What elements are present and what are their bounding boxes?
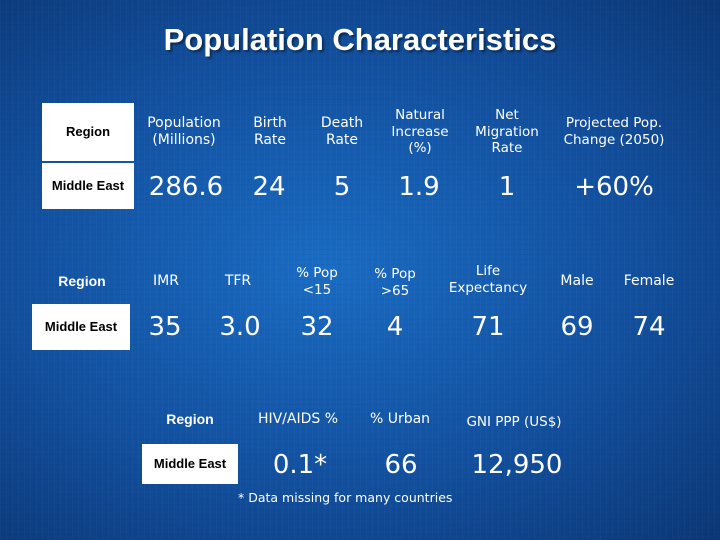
table1-header-natural-increase: Natural Increase (%): [391, 106, 449, 157]
table3-header-hiv-aids: HIV/AIDS %: [257, 411, 339, 428]
table2-value-male: 69: [560, 311, 594, 342]
table2-header-tfr: TFR: [224, 273, 252, 290]
table1-value-net-migration: 1: [498, 171, 516, 202]
table1-value-natural-increase: 1.9: [398, 171, 440, 202]
table1-header-projected-change: Projected Pop. Change (2050): [563, 115, 665, 148]
table1-region-label: Region: [42, 103, 134, 161]
table2-header-male: Male: [560, 273, 594, 290]
table1-header-net-migration: Net Migration Rate: [475, 106, 539, 157]
table2-value-pop-under-15: 32: [300, 311, 334, 342]
table3-header-urban: % Urban: [369, 411, 431, 428]
table1-value-birth-rate: 24: [252, 171, 286, 202]
table2-header-female: Female: [623, 273, 675, 290]
table1-header-population: Population (Millions): [147, 114, 221, 149]
page-title: Population Characteristics: [163, 22, 557, 57]
table3-value-hiv-aids: 0.1*: [272, 449, 328, 480]
table2-header-life-expectancy: Life Expectancy: [448, 263, 528, 296]
table3-region-label: Region: [166, 411, 214, 428]
table3-value-urban: 66: [384, 449, 418, 480]
table2-region-value: Middle East: [32, 304, 130, 350]
table1-region-value: Middle East: [42, 163, 134, 209]
table2-region-label: Region: [58, 273, 106, 290]
table2-value-pop-over-65: 4: [386, 311, 404, 342]
table3-header-gni-ppp: GNI PPP (US$): [466, 413, 562, 430]
table2-header-pop-over-65: % Pop >65: [374, 266, 416, 299]
table1-value-projected-change: +60%: [574, 171, 654, 202]
footnote: * Data missing for many countries: [238, 490, 453, 505]
table1-header-birth-rate: Birth Rate: [253, 114, 287, 149]
table1-value-death-rate: 5: [333, 171, 351, 202]
table3-value-gni-ppp: 12,950: [471, 449, 563, 480]
table2-header-imr: IMR: [153, 273, 179, 290]
table2-header-pop-under-15: % Pop <15: [296, 265, 338, 298]
table2-value-female: 74: [632, 311, 666, 342]
table1-header-death-rate: Death Rate: [320, 114, 364, 149]
table2-value-life-expectancy: 71: [471, 311, 505, 342]
table2-value-imr: 35: [148, 311, 182, 342]
table2-value-tfr: 3.0: [219, 311, 261, 342]
table3-region-value: Middle East: [142, 444, 238, 484]
table1-value-population: 286.6: [148, 171, 224, 202]
